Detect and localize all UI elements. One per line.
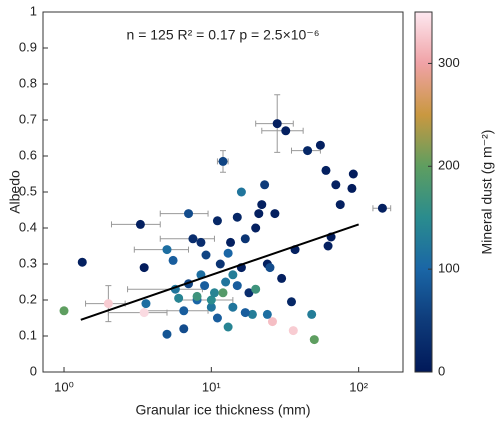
point <box>162 329 172 339</box>
x-axis-label: Granular ice thickness (mm) <box>135 402 310 418</box>
point <box>212 216 222 226</box>
y-tick-label: 0.3 <box>19 255 37 270</box>
point <box>307 309 317 319</box>
point <box>223 248 233 258</box>
point <box>321 165 331 175</box>
point <box>348 169 358 179</box>
point <box>240 234 250 244</box>
point <box>232 212 242 222</box>
point <box>209 288 219 298</box>
point <box>323 241 333 251</box>
point <box>228 270 238 280</box>
point <box>315 140 325 150</box>
plot-frame <box>42 11 404 373</box>
point <box>244 288 254 298</box>
point <box>215 259 225 269</box>
point <box>331 180 341 190</box>
y-tick-label: 0.6 <box>19 147 37 162</box>
point <box>162 245 172 255</box>
y-axis-label: Albedo <box>7 170 23 214</box>
point <box>277 273 287 283</box>
point <box>247 309 257 319</box>
y-tick-label: 0 <box>30 363 37 378</box>
point <box>141 299 151 309</box>
y-tick-label: 0.7 <box>19 111 37 126</box>
point <box>251 223 261 233</box>
point <box>223 322 233 332</box>
point <box>206 295 216 305</box>
point <box>335 200 345 210</box>
point <box>254 209 264 219</box>
point <box>192 291 202 301</box>
x-tick-label: 10¹ <box>202 379 221 394</box>
point <box>103 299 113 309</box>
y-tick-label: 0.5 <box>19 183 37 198</box>
y-tick-label: 0.4 <box>19 219 37 234</box>
point <box>236 187 246 197</box>
point <box>288 326 298 336</box>
x-tick-label: 10² <box>349 379 368 394</box>
colorbar <box>414 11 433 373</box>
point <box>347 183 357 193</box>
point <box>196 237 206 247</box>
y-tick-label: 0.9 <box>19 39 37 54</box>
y-tick-label: 0.1 <box>19 327 37 342</box>
point <box>206 302 216 312</box>
point <box>265 263 275 273</box>
point <box>200 281 210 291</box>
point <box>59 306 69 316</box>
point <box>179 324 189 334</box>
x-tick-label: 10⁰ <box>54 379 74 394</box>
point <box>221 277 231 287</box>
point <box>139 263 149 273</box>
colorbar-tick-label: 100 <box>438 261 460 276</box>
point <box>251 284 261 294</box>
annotation: n = 125 R² = 0.17 p = 2.5×10⁻⁶ <box>127 27 320 43</box>
point <box>262 309 272 319</box>
point <box>309 335 319 345</box>
point <box>77 257 87 267</box>
point <box>212 313 222 323</box>
y-tick-label: 0.8 <box>19 75 37 90</box>
point <box>377 203 387 213</box>
point <box>260 180 270 190</box>
point <box>228 302 238 312</box>
point <box>286 297 296 307</box>
x-error-bar <box>159 235 215 242</box>
point <box>135 219 145 229</box>
point <box>267 317 277 327</box>
point <box>270 209 280 219</box>
x-error-bar <box>178 297 234 303</box>
x-error-bar <box>133 246 190 253</box>
point <box>257 200 267 210</box>
point <box>174 293 184 303</box>
point <box>168 255 178 265</box>
point <box>240 308 250 318</box>
y-tick-label: 0.2 <box>19 291 37 306</box>
point <box>272 119 282 129</box>
point <box>226 237 236 247</box>
point <box>218 156 228 166</box>
colorbar-tick-label: 200 <box>438 158 460 173</box>
point <box>184 209 194 219</box>
colorbar-label: Mineral dust (g m⁻²) <box>479 130 495 255</box>
point <box>188 234 198 244</box>
fit-line <box>80 223 359 321</box>
point <box>303 146 313 156</box>
colorbar-tick-label: 0 <box>438 363 445 378</box>
point <box>232 281 242 291</box>
point <box>179 306 189 316</box>
point <box>218 288 228 298</box>
point <box>281 126 291 136</box>
y-tick-label: 1 <box>30 3 37 18</box>
colorbar-tick-label: 300 <box>438 55 460 70</box>
point <box>201 250 211 260</box>
x-error-bar <box>110 221 161 228</box>
point <box>139 308 149 318</box>
